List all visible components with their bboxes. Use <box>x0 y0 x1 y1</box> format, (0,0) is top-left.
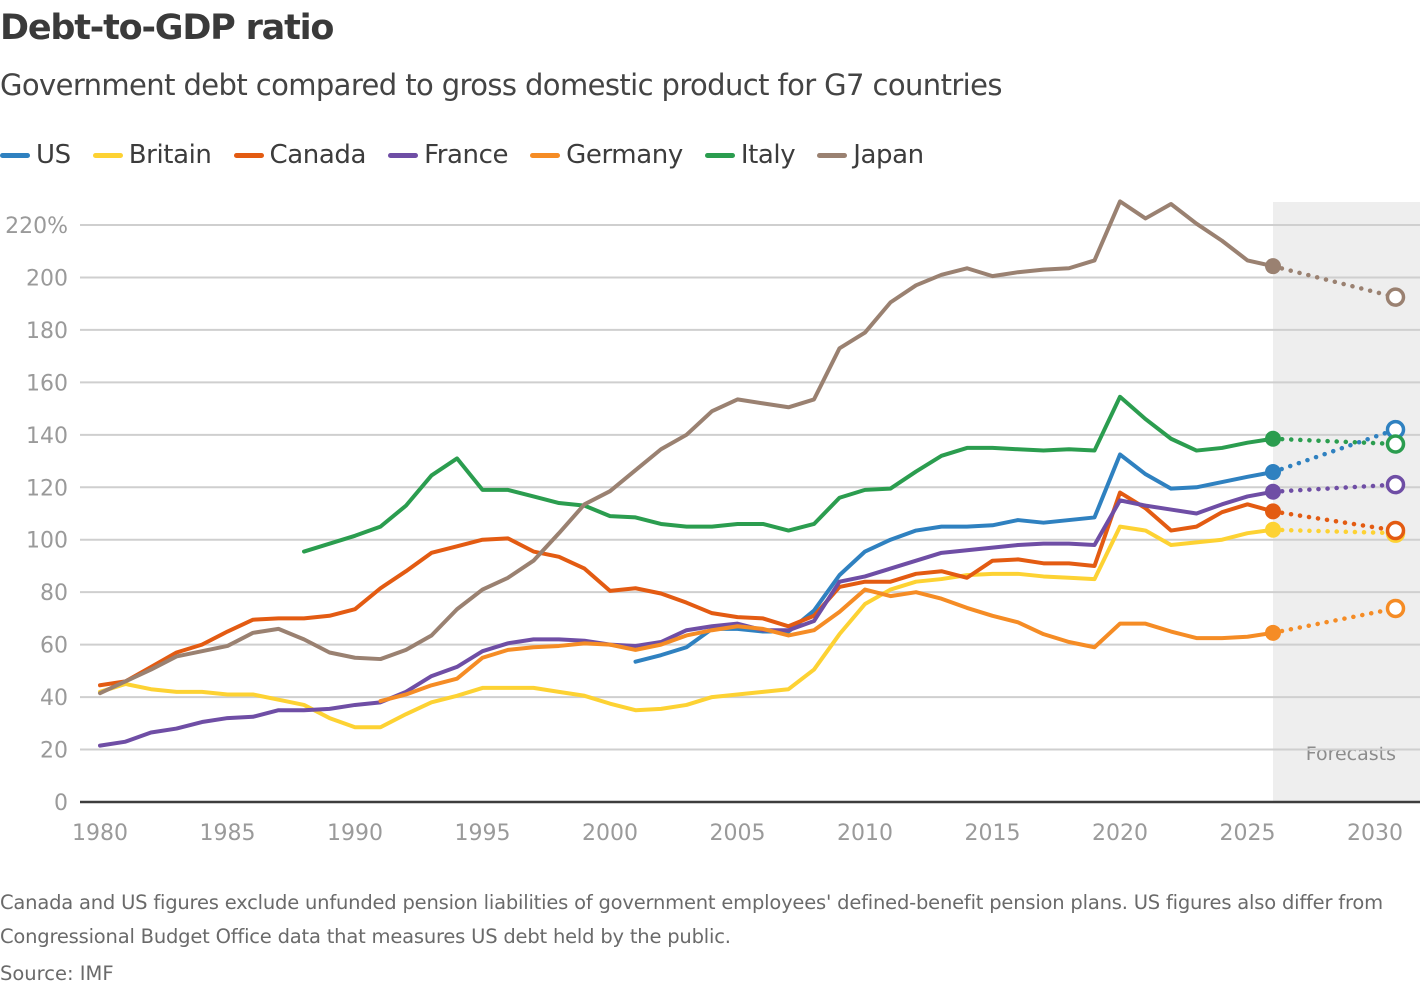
x-tick-label: 1990 <box>327 821 383 846</box>
last-actual-point-japan <box>1265 258 1281 275</box>
y-tick-label: 220% <box>5 214 68 239</box>
source-note: Source: IMF <box>0 962 114 985</box>
forecast-line-us <box>1270 427 1398 475</box>
last-actual-point-france <box>1265 483 1281 500</box>
x-tick-label: 2000 <box>582 821 638 846</box>
legend-label: Germany <box>566 140 683 170</box>
series-line-japan <box>98 199 1275 696</box>
last-actual-point-italy <box>1265 430 1281 447</box>
forecast-line-germany <box>1270 606 1398 636</box>
y-tick-label: 20 <box>40 739 68 764</box>
legend-label: Italy <box>740 140 796 170</box>
y-tick-label: 120 <box>26 476 68 501</box>
y-tick-label: 0 <box>54 791 68 816</box>
last-actual-point-canada <box>1265 503 1281 520</box>
legend-label: Britain <box>128 140 212 170</box>
series-line-italy <box>302 394 1275 554</box>
forecast-point-canada <box>1385 520 1406 541</box>
legend-swatch <box>530 152 561 158</box>
forecast-line-britain <box>1270 527 1398 536</box>
legend-label: France <box>424 140 509 170</box>
legend-item-britain: Britain <box>92 140 212 170</box>
chart-subtitle: Government debt compared to gross domest… <box>0 68 1002 102</box>
legend-swatch <box>704 152 735 158</box>
forecast-label: Forecasts <box>1306 743 1396 765</box>
y-tick-label: 40 <box>40 686 68 711</box>
forecast-point-japan <box>1385 287 1406 307</box>
legend-item-us: US <box>0 140 71 170</box>
footnote: Canada and US figures exclude unfunded p… <box>0 891 1383 948</box>
x-tick-label: 2030 <box>1347 821 1403 846</box>
y-tick-label: 200 <box>26 266 68 291</box>
line-chart: Forecasts 0 20 40 60 80 100 120 140 160 180 200 220%… <box>5 199 1420 846</box>
forecast-line-france <box>1270 482 1398 494</box>
x-tick-label: 1995 <box>455 821 511 846</box>
last-actual-point-britain <box>1265 521 1281 538</box>
legend-item-germany: Germany <box>530 140 683 170</box>
series-line-germany <box>378 587 1275 704</box>
legend-item-france: France <box>388 140 509 170</box>
x-tick-label: 1980 <box>72 821 128 846</box>
last-actual-point-us <box>1265 464 1281 481</box>
forecast-point-germany <box>1385 598 1406 619</box>
x-tick-label: 2025 <box>1220 821 1276 846</box>
y-tick-label: 60 <box>40 634 68 659</box>
forecast-line-japan <box>1270 263 1398 300</box>
y-tick-label: 80 <box>40 581 68 606</box>
last-actual-point-germany <box>1265 624 1281 641</box>
legend-item-japan: Japan <box>817 140 924 170</box>
legend-swatch <box>388 152 419 158</box>
forecast-point-italy <box>1385 434 1406 454</box>
legend-swatch <box>233 152 264 158</box>
series-line-canada <box>98 490 1275 688</box>
chart-title: Debt-to-GDP ratio <box>0 8 334 48</box>
y-tick-label: 180 <box>26 319 68 344</box>
series-line-us <box>633 452 1275 664</box>
x-tick-label: 2010 <box>837 821 893 846</box>
legend-swatch <box>0 152 30 158</box>
x-tick-label: 1985 <box>200 821 256 846</box>
forecast-line-canada <box>1270 509 1398 533</box>
y-tick-label: 160 <box>26 371 68 396</box>
y-tick-label: 100 <box>26 529 68 554</box>
legend-label: Canada <box>269 140 367 170</box>
legend-swatch <box>92 152 123 158</box>
legend-label: Japan <box>853 140 924 170</box>
series-line-france <box>98 489 1275 748</box>
forecast-point-france <box>1385 474 1406 495</box>
legend-label: US <box>36 140 71 170</box>
legend-swatch <box>817 152 848 158</box>
chart-legend: US Britain Canada France Germany Italy Japan <box>0 140 946 170</box>
forecast-line-italy <box>1270 436 1398 447</box>
x-tick-label: 2015 <box>965 821 1021 846</box>
x-tick-label: 2020 <box>1092 821 1148 846</box>
legend-item-italy: Italy <box>704 140 796 170</box>
y-tick-label: 140 <box>26 424 68 449</box>
series-line-britain <box>98 524 1275 730</box>
legend-item-canada: Canada <box>233 140 367 170</box>
x-tick-label: 2005 <box>710 821 766 846</box>
